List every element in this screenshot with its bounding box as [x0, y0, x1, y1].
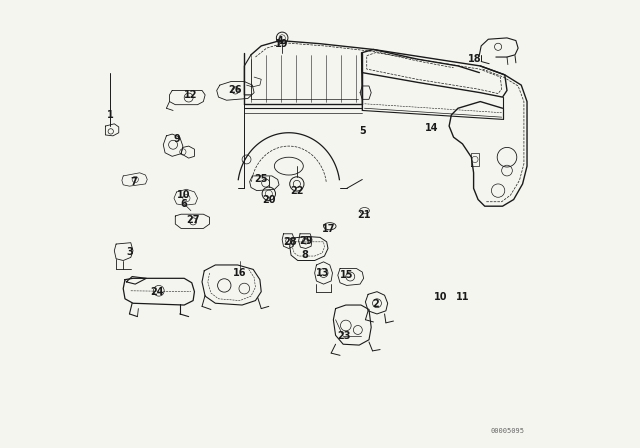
Text: 29: 29 [299, 236, 312, 246]
Text: 27: 27 [186, 215, 200, 225]
Text: 25: 25 [255, 174, 268, 185]
Text: 8: 8 [301, 250, 308, 260]
Text: 00005095: 00005095 [491, 428, 525, 434]
Text: 7: 7 [131, 177, 137, 187]
Text: 15: 15 [340, 270, 353, 280]
Text: 17: 17 [322, 224, 335, 234]
Text: 4: 4 [276, 36, 284, 47]
Text: 2: 2 [372, 299, 379, 309]
Text: 22: 22 [290, 185, 303, 196]
Text: 16: 16 [233, 268, 246, 278]
Text: 21: 21 [357, 210, 371, 220]
Text: 26: 26 [228, 86, 242, 95]
Text: 11: 11 [456, 293, 469, 302]
Text: 19: 19 [275, 39, 289, 49]
Text: 3: 3 [126, 246, 133, 257]
Text: 9: 9 [173, 134, 180, 144]
Text: 12: 12 [184, 90, 198, 100]
Text: 23: 23 [338, 331, 351, 341]
Text: 10: 10 [435, 293, 448, 302]
Text: 10: 10 [177, 190, 190, 200]
Text: 24: 24 [151, 287, 164, 297]
Text: 28: 28 [283, 237, 296, 247]
Text: 1: 1 [106, 110, 113, 120]
Text: 6: 6 [181, 199, 188, 209]
Text: 18: 18 [468, 54, 482, 64]
Text: 13: 13 [316, 268, 329, 278]
Text: 5: 5 [359, 125, 365, 135]
Text: 14: 14 [424, 123, 438, 133]
Text: 20: 20 [262, 194, 276, 205]
